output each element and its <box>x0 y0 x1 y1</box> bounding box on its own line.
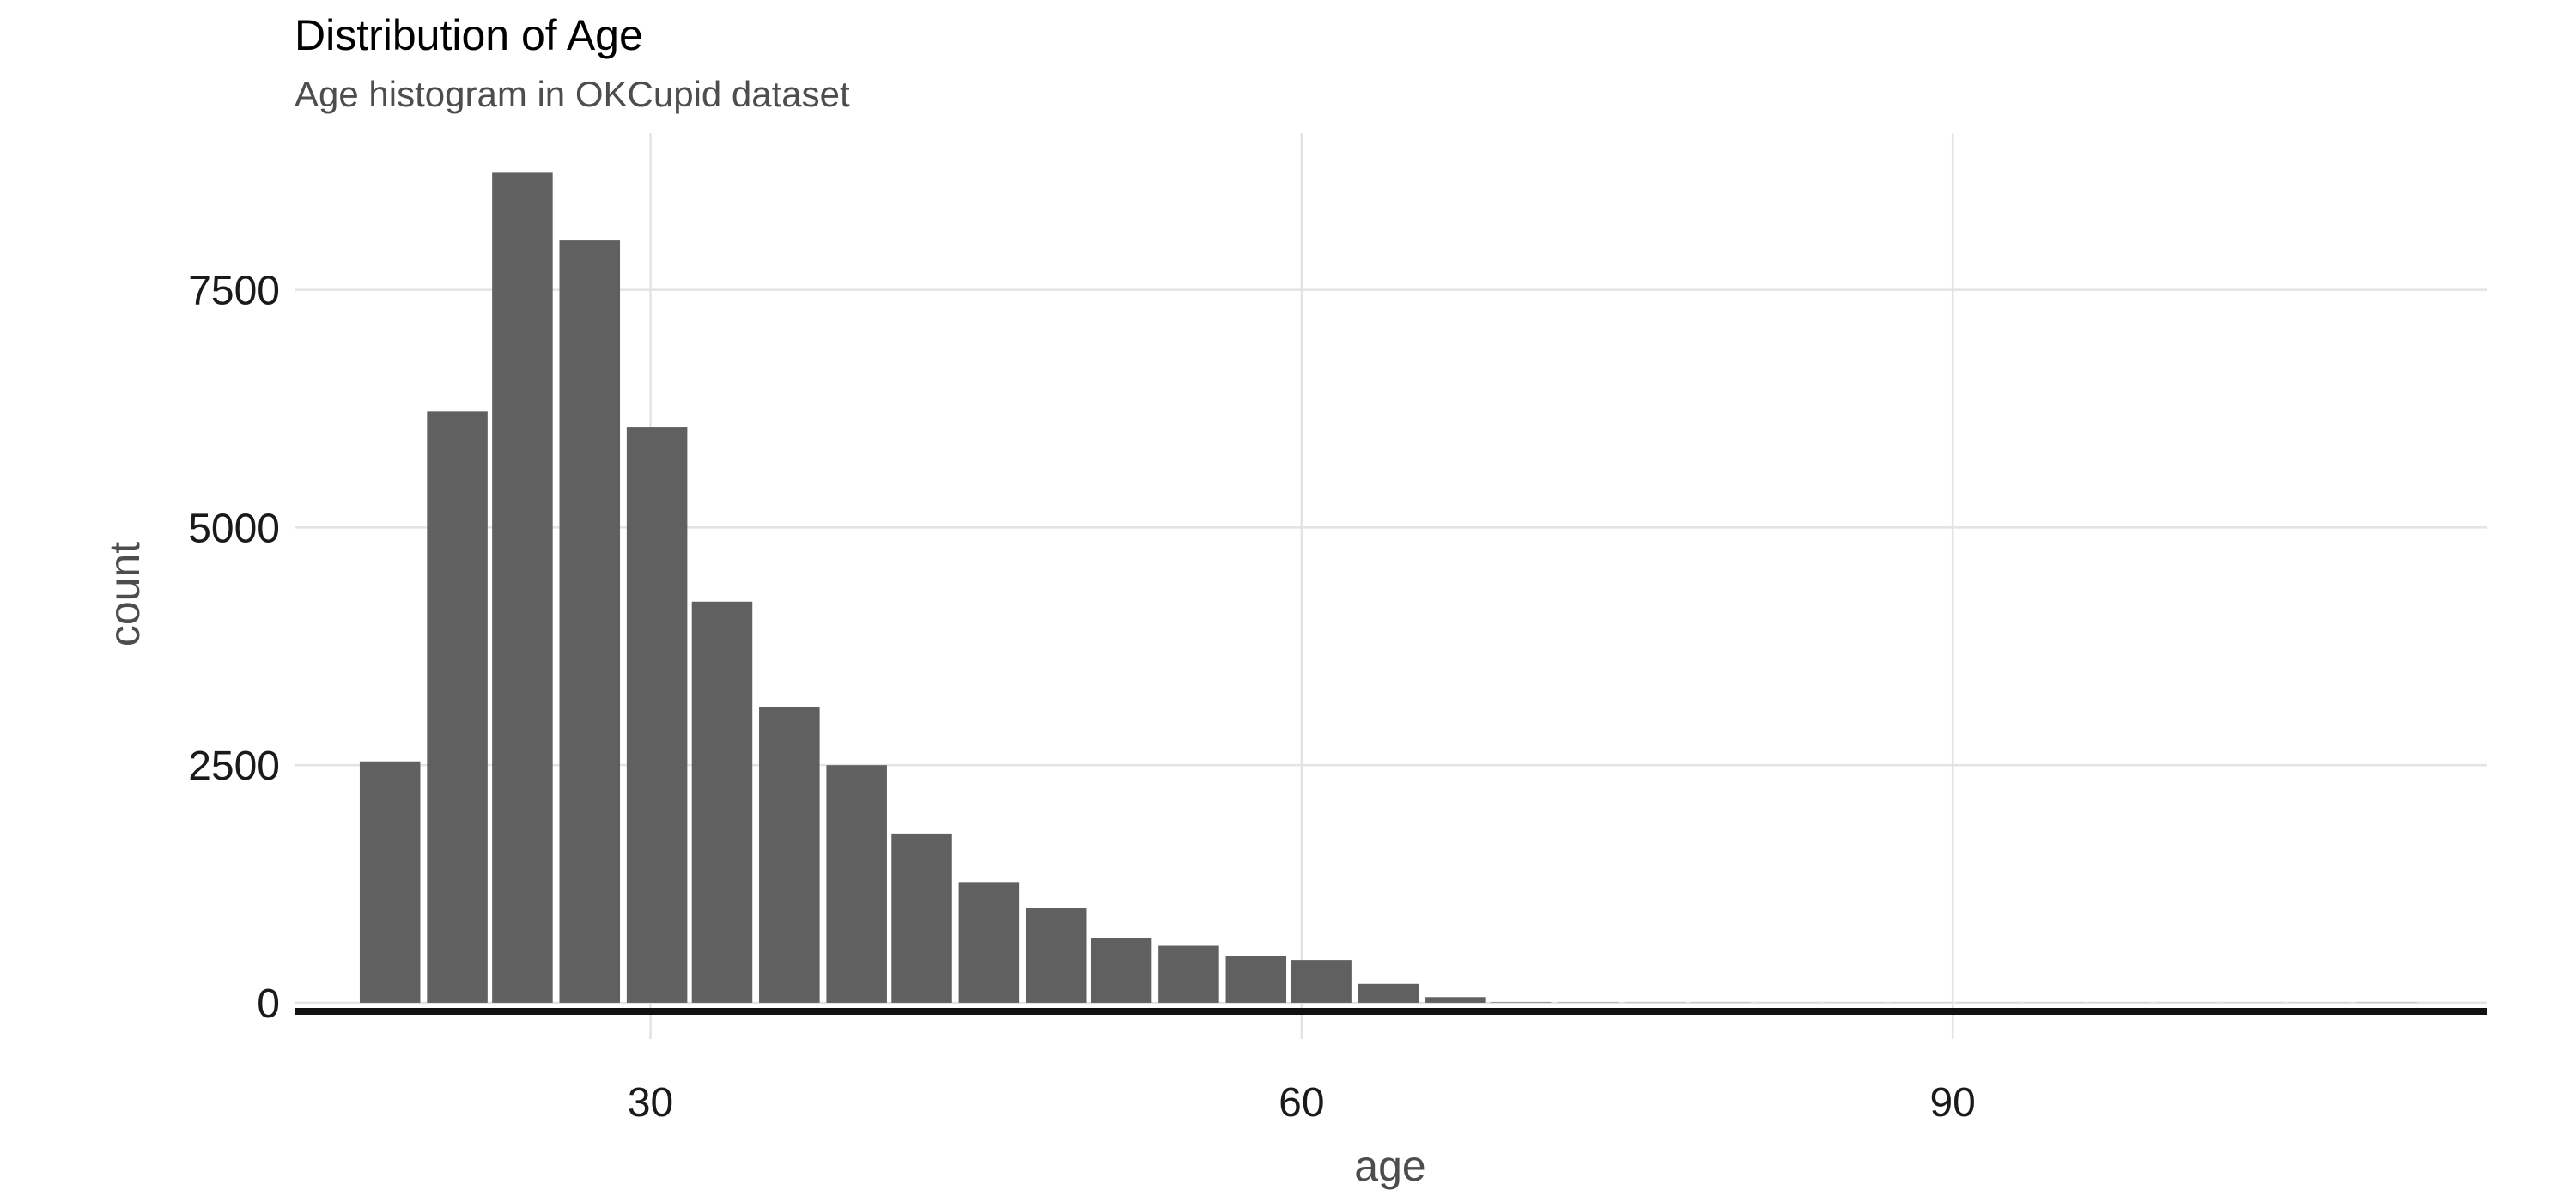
axis-tick-labels: 0 2500 5000 7500 30 60 90 <box>188 269 1976 1126</box>
histogram-bar <box>1490 1002 1552 1003</box>
histogram-bar <box>826 765 887 1003</box>
histogram-bar <box>1225 956 1287 1003</box>
x-axis-title: age <box>1354 1142 1425 1190</box>
histogram-bar <box>1158 945 1219 1003</box>
grid-lines <box>295 133 2487 1039</box>
chart-subtitle: Age histogram in OKCupid dataset <box>295 74 850 114</box>
histogram-bar <box>427 411 488 1003</box>
chart-title: Distribution of Age <box>295 11 643 59</box>
x-tick-label: 30 <box>628 1080 673 1126</box>
y-axis-title: count <box>100 542 149 647</box>
histogram-bar <box>691 601 753 1003</box>
histogram-bar <box>559 240 621 1003</box>
x-tick-label: 90 <box>1929 1080 1975 1126</box>
histogram-bar <box>891 833 952 1003</box>
histogram-bar <box>1291 960 1352 1003</box>
histogram-bar <box>359 761 421 1003</box>
histogram-bar <box>1025 908 1087 1003</box>
histogram-bar <box>1091 938 1152 1003</box>
histogram-bar <box>759 707 820 1003</box>
histogram-bar <box>1358 983 1419 1003</box>
y-tick-label: 7500 <box>188 269 280 314</box>
x-tick-label: 60 <box>1279 1080 1324 1126</box>
histogram-bar <box>1425 997 1486 1003</box>
histogram-bar <box>958 882 1020 1003</box>
y-tick-label: 5000 <box>188 506 280 551</box>
y-tick-label: 0 <box>257 981 280 1027</box>
histogram-bar <box>492 172 553 1003</box>
histogram-bars <box>359 172 2417 1003</box>
y-tick-label: 2500 <box>188 744 280 789</box>
histogram-bar <box>626 427 688 1003</box>
